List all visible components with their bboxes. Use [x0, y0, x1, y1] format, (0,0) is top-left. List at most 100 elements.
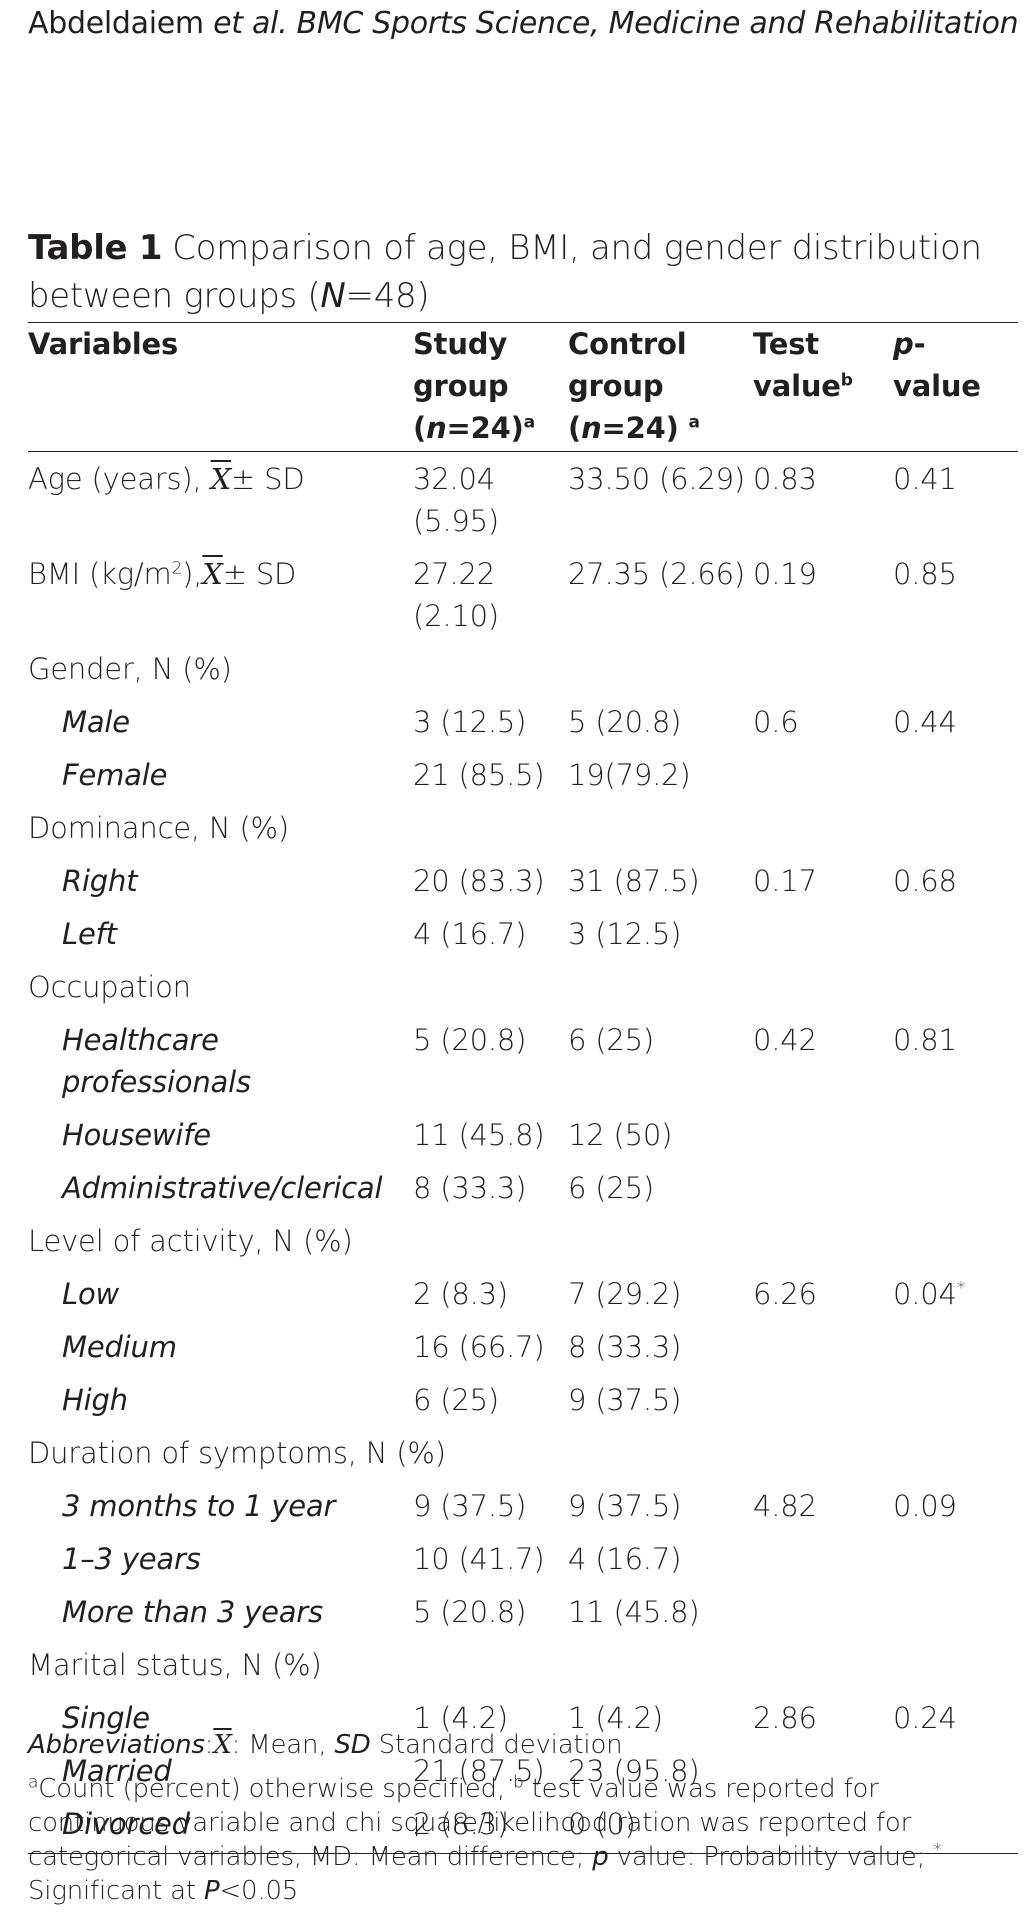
header-p-value: p-value	[893, 322, 1018, 452]
cell-p: 0.41	[893, 462, 957, 496]
cell-control: 11 (45.8)	[568, 1595, 700, 1629]
caption-text-a: Comparison of age, BMI, and gender distr…	[28, 228, 982, 316]
section-label: Level of activity, N (%)	[28, 1224, 353, 1258]
caption-text-b: =48)	[345, 276, 430, 316]
table-row-dominance-heading: Dominance, N (%)	[28, 801, 1018, 854]
table-header-row: Variables Study group (n=24)a Control gr…	[28, 322, 1018, 452]
cell-control: 9 (37.5)	[568, 1383, 682, 1417]
row-label: Right	[62, 864, 138, 898]
significance-marker: *	[956, 1278, 966, 1299]
row-label: High	[62, 1383, 128, 1417]
table-row-left: Left 4 (16.7) 3 (12.5)	[28, 907, 1018, 960]
cell-study: 2 (8.3)	[413, 1797, 568, 1854]
table-row-high: High 6 (25) 9 (37.5)	[28, 1373, 1018, 1426]
cell-p	[893, 1320, 1018, 1373]
header-variables: Variables	[28, 322, 413, 452]
cell-study: 6 (25)	[413, 1383, 499, 1417]
cell-study: 11 (45.8)	[413, 1118, 545, 1152]
cell-p: 0.44	[893, 705, 957, 739]
section-label: Duration of symptoms, N (%)	[28, 1436, 446, 1470]
row-label: Medium	[62, 1330, 177, 1364]
cell-study: 20 (83.3)	[413, 864, 545, 898]
cell-control: 5 (20.8)	[568, 705, 682, 739]
cell-study: 2 (8.3)	[413, 1277, 509, 1311]
cell-p	[893, 1797, 1018, 1854]
table-row-divorced: Divorced 2 (8.3) 0 (0)	[28, 1797, 1018, 1854]
table-row-duration-2: 1–3 years 10 (41.7) 4 (16.7)	[28, 1532, 1018, 1585]
row-label: Left	[62, 917, 117, 951]
cell-p	[893, 1585, 1018, 1638]
table-row-male: Male 3 (12.5) 5 (20.8) 0.6 0.44	[28, 695, 1018, 748]
cell-control: 19(79.2)	[568, 758, 691, 792]
table-row-duration-3: More than 3 years 5 (20.8) 11 (45.8)	[28, 1585, 1018, 1638]
cell-p	[893, 748, 1018, 801]
row-label: Single	[62, 1701, 150, 1735]
cell-study: 32.04 (5.95)	[413, 462, 499, 538]
cell-test	[753, 1585, 893, 1638]
cell-control: 27.35 (2.66)	[568, 557, 746, 591]
table-row-duration-heading: Duration of symptoms, N (%)	[28, 1426, 1018, 1479]
cell-test	[753, 1161, 893, 1214]
header-control-group: Control group (n=24) a	[568, 322, 753, 452]
cell-p: 0.09	[893, 1489, 957, 1523]
section-label: Marital status, N (%)	[28, 1648, 322, 1682]
table-row-gender-heading: Gender, N (%)	[28, 642, 1018, 695]
table-row-healthcare: Healthcare professionals 5 (20.8) 6 (25)…	[28, 1013, 1018, 1108]
row-label: Housewife	[62, 1118, 211, 1152]
row-label: 1–3 years	[62, 1542, 201, 1576]
cell-test: 0.19	[753, 557, 817, 591]
table-row-marital-heading: Marital status, N (%)	[28, 1638, 1018, 1691]
cell-control: 3 (12.5)	[568, 917, 682, 951]
cell-test: 2.86	[753, 1701, 817, 1735]
row-label: Married	[62, 1754, 172, 1788]
cell-control: 1 (4.2)	[568, 1701, 664, 1735]
table-row-age: Age (years), X± SD 32.04 (5.95) 33.50 (6…	[28, 452, 1018, 548]
cell-study: 5 (20.8)	[413, 1023, 527, 1057]
cell-p: 0.24	[893, 1701, 957, 1735]
cell-control: 23 (95.8)	[568, 1754, 700, 1788]
running-head-authors: Abdeldaiem	[28, 6, 214, 41]
cell-test: 6.26	[753, 1277, 817, 1311]
footnote-abbreviations: Abbreviations:X: Mean, SD Standard devia…	[28, 1730, 623, 1760]
cell-study: 16 (66.7)	[413, 1330, 545, 1364]
cell-p	[893, 1108, 1018, 1161]
cell-study: 21 (87.5)	[413, 1754, 545, 1788]
table-row-low: Low 2 (8.3) 7 (29.2) 6.26 0.04*	[28, 1267, 1018, 1320]
cell-test	[753, 748, 893, 801]
row-label: 3 months to 1 year	[62, 1489, 336, 1523]
row-label: Female	[62, 758, 168, 792]
footnote-notes: aCount (percent) otherwise specified, b …	[28, 1772, 942, 1906]
cell-control: 7 (29.2)	[568, 1277, 682, 1311]
cell-p: 0.85	[893, 557, 957, 591]
section-label: Occupation	[28, 970, 191, 1004]
table-row-single: Single 1 (4.2) 1 (4.2) 2.86 0.24	[28, 1691, 1018, 1744]
row-label: Low	[62, 1277, 120, 1311]
table-row-occupation-heading: Occupation	[28, 960, 1018, 1013]
cell-control: 4 (16.7)	[568, 1542, 682, 1576]
section-label: Gender, N (%)	[28, 652, 232, 686]
cell-test	[753, 1373, 893, 1426]
cell-control: 6 (25)	[568, 1023, 654, 1057]
cell-p	[893, 907, 1018, 960]
row-label: Divorced	[28, 1797, 413, 1854]
cell-study: 5 (20.8)	[413, 1595, 527, 1629]
table-footnotes: Abbreviations:X: Mean, SD Standard devia…	[28, 1728, 1018, 1918]
row-label: Healthcare professionals	[62, 1023, 251, 1099]
table-row-medium: Medium 16 (66.7) 8 (33.3)	[28, 1320, 1018, 1373]
cell-test	[753, 1108, 893, 1161]
cell-p	[893, 1373, 1018, 1426]
cell-test	[753, 1532, 893, 1585]
table-row-activity-heading: Level of activity, N (%)	[28, 1214, 1018, 1267]
table-row-female: Female 21 (85.5) 19(79.2)	[28, 748, 1018, 801]
cell-study: 4 (16.7)	[413, 917, 527, 951]
table-row-duration-1: 3 months to 1 year 9 (37.5) 9 (37.5) 4.8…	[28, 1479, 1018, 1532]
cell-test: 0.42	[753, 1023, 817, 1057]
cell-study: 1 (4.2)	[413, 1701, 509, 1735]
cell-test	[753, 1797, 893, 1854]
running-head-etal: et al.	[213, 6, 288, 41]
running-head-journal: BMC Sports Science, Medicine and Rehabil…	[287, 6, 1019, 41]
table-row-right: Right 20 (83.3) 31 (87.5) 0.17 0.68	[28, 854, 1018, 907]
table-row-housewife: Housewife 11 (45.8) 12 (50)	[28, 1108, 1018, 1161]
cell-p: 0.81	[893, 1023, 957, 1057]
table-row-bmi: BMI (kg/m2),X± SD 27.22 (2.10) 27.35 (2.…	[28, 547, 1018, 642]
